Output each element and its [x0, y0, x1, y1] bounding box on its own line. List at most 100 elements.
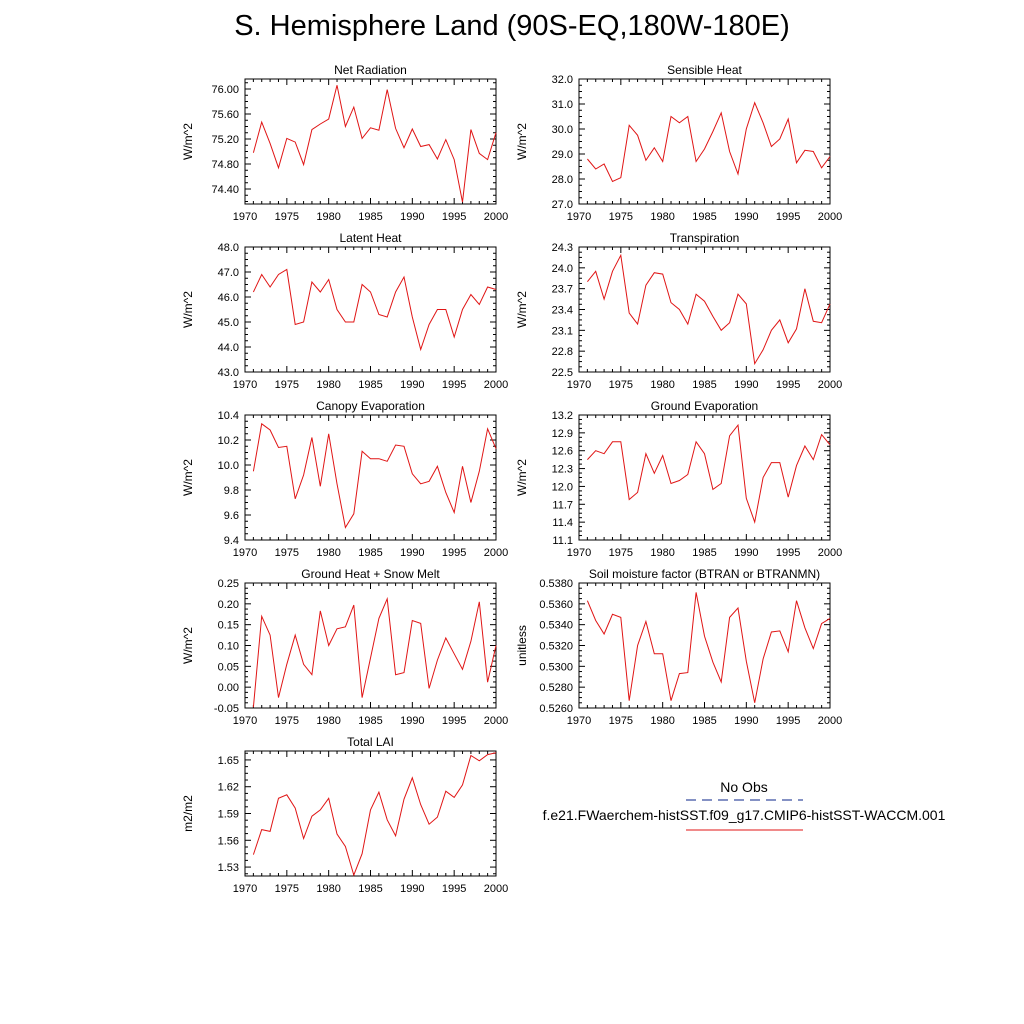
x-tick-label: 2000	[818, 715, 842, 727]
y-tick-label: 22.8	[552, 346, 573, 358]
y-axis-label: W/m^2	[181, 627, 195, 664]
panel-2: Sensible Heat W/m^2 1970 1975 1980 1985 1990 19…	[515, 63, 842, 223]
panel-title: Total LAI	[347, 735, 394, 749]
series-line	[587, 423, 831, 525]
y-tick-label: 47.0	[218, 267, 239, 279]
y-tick-label: 43.0	[218, 367, 239, 379]
x-tick-label: 1995	[442, 211, 466, 223]
x-tick-label: 1975	[609, 211, 633, 223]
panel-1: Net Radiation W/m^2 1970 1975 1980 1985 1990 19…	[181, 63, 508, 223]
plot-frame	[244, 750, 497, 877]
x-tick-label: 1990	[400, 715, 424, 727]
y-tick-label: 1.65	[218, 755, 239, 767]
y-tick-label: 28.0	[552, 174, 573, 186]
y-tick-label: 27.0	[552, 199, 573, 211]
x-tick-label: 1990	[734, 211, 758, 223]
x-tick-label: 1975	[275, 547, 299, 559]
panel-title: Soil moisture factor (BTRAN or BTRANMN)	[589, 567, 820, 581]
legend: No Obs f.e21.FWaerchem-histSST.f09_g17.C…	[543, 779, 946, 831]
y-tick-label: 74.40	[211, 184, 239, 196]
x-tick-label: 1980	[316, 211, 340, 223]
x-tick-label: 1970	[233, 211, 257, 223]
x-tick-label: 1995	[442, 379, 466, 391]
y-tick-label: 9.8	[224, 485, 239, 497]
x-tick-label: 1990	[400, 883, 424, 895]
x-tick-label: 1980	[650, 715, 674, 727]
x-tick-label: 1990	[734, 379, 758, 391]
y-tick-label: 0.20	[218, 599, 239, 611]
page-title: S. Hemisphere Land (90S-EQ,180W-180E)	[234, 10, 790, 42]
x-tick-label: 2000	[484, 211, 508, 223]
y-tick-label: 44.0	[218, 342, 239, 354]
y-tick-label: 22.5	[552, 367, 573, 379]
plot-frame	[578, 246, 831, 373]
x-tick-label: 2000	[818, 211, 842, 223]
y-tick-label: 10.2	[218, 435, 239, 447]
x-tick-label: 1975	[275, 883, 299, 895]
x-tick-label: 1985	[358, 547, 382, 559]
x-tick-label: 2000	[818, 547, 842, 559]
y-axis-label: unitless	[515, 625, 529, 666]
y-tick-label: 1.59	[218, 809, 239, 821]
x-tick-label: 1975	[609, 547, 633, 559]
series-line	[586, 592, 831, 703]
x-tick-label: 1995	[442, 547, 466, 559]
y-tick-label: 0.5320	[539, 641, 573, 653]
panel-3: Latent Heat W/m^2 1970 1975 1980 1985 1990 1995…	[181, 231, 508, 391]
y-tick-label: 0.05	[218, 661, 239, 673]
y-tick-label: 0.5280	[539, 682, 573, 694]
x-tick-label: 2000	[484, 547, 508, 559]
y-tick-label: 0.10	[218, 641, 239, 653]
y-axis-label: W/m^2	[181, 291, 195, 328]
y-axis-label: W/m^2	[515, 459, 529, 496]
y-axis-label: W/m^2	[515, 291, 529, 328]
y-tick-label: 24.3	[552, 242, 573, 254]
y-tick-label: 31.0	[552, 99, 573, 111]
y-tick-label: 0.5340	[539, 620, 573, 632]
x-tick-label: 1980	[650, 547, 674, 559]
panel-4: Transpiration W/m^2 1970 1975 1980 1985 1990 19…	[515, 231, 842, 391]
y-tick-label: 0.5360	[539, 599, 573, 611]
x-tick-label: 1985	[692, 211, 716, 223]
y-tick-label: 30.0	[552, 124, 573, 136]
panel-7: Ground Heat + Snow Melt W/m^2 1970 1975 1980…	[181, 567, 508, 727]
panel-title: Sensible Heat	[667, 63, 742, 77]
y-tick-label: 0.5260	[539, 703, 573, 715]
y-tick-label: 11.4	[552, 517, 573, 529]
x-tick-label: 1990	[400, 379, 424, 391]
plot-frame	[244, 414, 497, 541]
y-tick-label: 45.0	[218, 317, 239, 329]
y-tick-label: 12.9	[552, 428, 573, 440]
x-tick-label: 1970	[567, 379, 591, 391]
x-tick-label: 1980	[650, 211, 674, 223]
y-tick-label: 0.00	[218, 682, 239, 694]
y-tick-label: 24.0	[552, 263, 573, 275]
y-tick-label: 32.0	[552, 74, 573, 86]
y-tick-label: 75.60	[211, 109, 239, 121]
series-line	[252, 85, 497, 203]
y-tick-label: 10.4	[218, 410, 239, 422]
x-tick-label: 1995	[442, 883, 466, 895]
series-line	[252, 752, 497, 877]
series-line	[252, 268, 497, 352]
x-tick-label: 1985	[692, 715, 716, 727]
legend-case-label: f.e21.FWaerchem-histSST.f09_g17.CMIP6-hi…	[543, 807, 946, 823]
y-tick-label: 0.15	[218, 620, 239, 632]
y-tick-label: 11.1	[552, 535, 573, 547]
x-tick-label: 2000	[818, 379, 842, 391]
panel-title: Ground Evaporation	[651, 399, 758, 413]
series-line	[587, 101, 831, 183]
x-tick-label: 1980	[316, 547, 340, 559]
panel-8: Soil moisture factor (BTRAN or BTRANMN) u…	[515, 567, 842, 727]
y-tick-label: 1.53	[218, 862, 239, 874]
x-tick-label: 1985	[358, 883, 382, 895]
x-tick-label: 1970	[567, 715, 591, 727]
y-tick-label: 76.00	[211, 84, 239, 96]
panel-5: Canopy Evaporation W/m^2 1970 1975 1980 1985 1…	[181, 399, 508, 559]
x-tick-label: 1990	[734, 547, 758, 559]
x-tick-label: 1990	[400, 547, 424, 559]
y-tick-label: 12.0	[552, 481, 573, 493]
series-line	[252, 422, 497, 529]
y-tick-label: 46.0	[218, 292, 239, 304]
x-tick-label: 1970	[233, 883, 257, 895]
